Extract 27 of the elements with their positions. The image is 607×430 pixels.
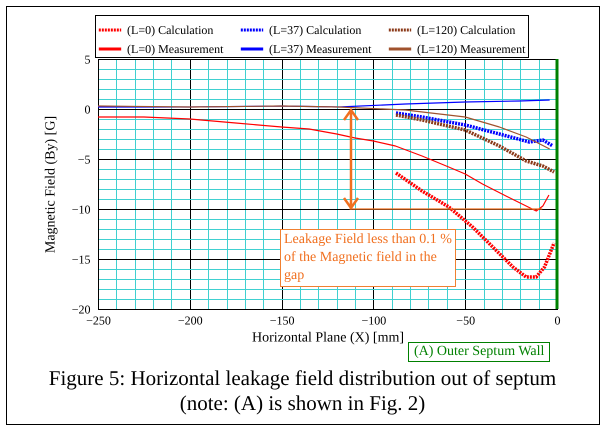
x-tick-label: −200 — [178, 314, 203, 328]
y-tick-label: 5 — [84, 52, 90, 66]
ref-line-label: (A) Outer Septum Wall — [408, 342, 550, 362]
legend-label: (L=120) Calculation — [417, 23, 516, 37]
legend-label: (L=37) Calculation — [269, 23, 362, 37]
x-tick-label: −100 — [362, 314, 386, 328]
x-tick-label: −150 — [270, 314, 294, 328]
text: Figure 5: Horizontal leakage field distribution out of septum (note: (A) is shown in Fig. 2) — [48, 366, 558, 416]
x-tick-label: −250 — [86, 314, 111, 328]
y-tick-label: −15 — [72, 252, 90, 266]
x-tick-label: 0 — [554, 314, 560, 328]
x-tick-label: −50 — [456, 314, 476, 328]
y-tick-label: 0 — [84, 102, 90, 116]
y-axis-title: Magnetic Field (By) [G] — [44, 116, 59, 254]
line-series — [394, 113, 556, 174]
line-series — [97, 105, 550, 150]
annotation: Leakage Field less than 0.1 % of the Magnetic field in the gap — [280, 229, 456, 287]
legend-label: (L=0) Calculation — [127, 23, 214, 37]
x-axis-title: Horizontal Plane (X) [mm] — [252, 330, 404, 346]
y-tick-label: −10 — [72, 202, 90, 216]
legend-label: (L=120) Measurement — [417, 42, 526, 56]
line-series — [97, 116, 550, 212]
y-tick-label: −20 — [72, 302, 90, 316]
legend-label: (L=37) Measurement — [269, 42, 372, 56]
y-tick-label: −5 — [78, 152, 90, 166]
legend-label: (L=0) Measurement — [127, 42, 224, 56]
line-series — [394, 111, 555, 148]
